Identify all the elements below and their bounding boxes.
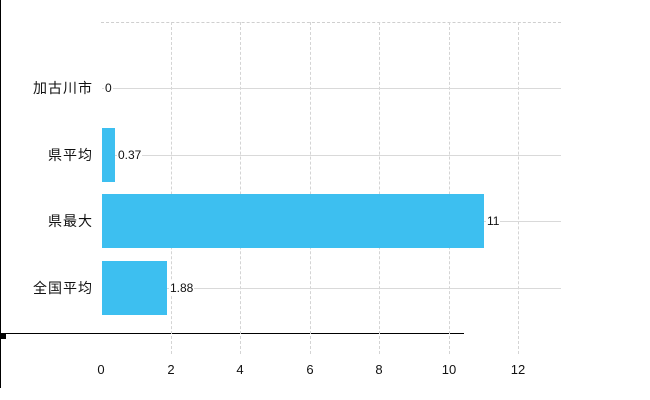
v-gridline — [240, 22, 241, 354]
y-axis-line — [0, 0, 1, 333]
x-axis-tick — [0, 346, 1, 353]
x-axis-tick-label: 8 — [375, 362, 383, 377]
x-axis-tick-label: 4 — [236, 362, 244, 377]
y-axis-tick — [0, 336, 6, 337]
y-axis-category-label: 県平均 — [48, 147, 93, 163]
x-axis-tick-label: 12 — [510, 362, 526, 377]
y-axis-tick — [0, 338, 6, 339]
x-axis-tick-label: 10 — [441, 362, 457, 377]
v-gridline — [379, 22, 380, 354]
x-axis-tick — [0, 360, 1, 367]
v-gridline — [448, 22, 450, 354]
bar[interactable] — [102, 194, 484, 248]
plot-top-border — [101, 22, 561, 23]
x-axis-tick — [0, 374, 1, 381]
x-axis-tick — [0, 339, 1, 346]
value-label: 1.88 — [169, 280, 195, 296]
y-axis-category-label: 県最大 — [48, 213, 93, 229]
h-gridline — [102, 88, 561, 89]
x-axis-tick — [0, 381, 1, 388]
bar[interactable] — [102, 261, 167, 315]
y-axis-tick — [0, 337, 6, 338]
value-label: 0.37 — [117, 147, 143, 163]
x-axis-tick-label: 0 — [97, 362, 105, 377]
value-label: 11 — [486, 213, 501, 229]
y-axis-category-label: 全国平均 — [33, 280, 93, 296]
h-gridline — [102, 288, 561, 289]
value-label: 0 — [104, 80, 113, 96]
x-axis-tick-label: 6 — [306, 362, 314, 377]
y-axis-category-label: 加古川市 — [33, 80, 93, 96]
x-axis-line — [0, 333, 464, 334]
h-gridline — [102, 155, 561, 156]
v-gridline — [309, 22, 311, 354]
v-gridline — [518, 22, 519, 354]
y-axis-tick — [0, 335, 6, 336]
y-axis-tick — [0, 334, 6, 335]
v-gridline — [170, 22, 172, 354]
x-axis-tick — [0, 353, 1, 360]
x-axis-tick — [0, 367, 1, 374]
bar[interactable] — [102, 128, 115, 182]
x-axis-tick-label: 2 — [167, 362, 175, 377]
